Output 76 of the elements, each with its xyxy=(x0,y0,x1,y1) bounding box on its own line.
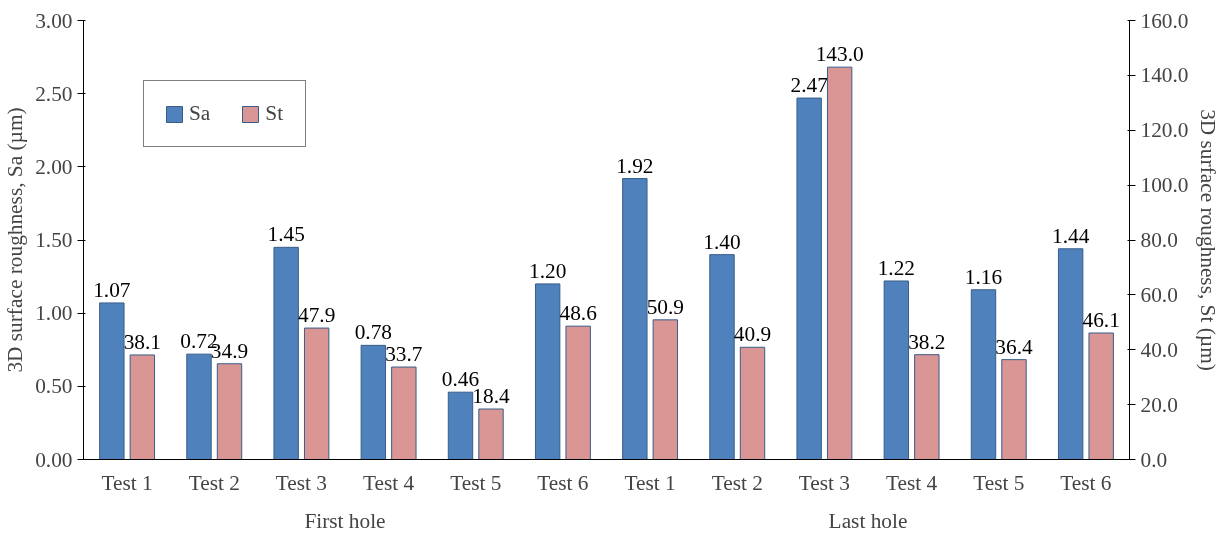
x-tick-label: Test 1 xyxy=(101,470,153,495)
y-tick-label: 1.50 xyxy=(35,228,73,252)
bar xyxy=(360,344,387,460)
bar xyxy=(303,327,330,460)
x-tick-label: Test 4 xyxy=(885,470,938,495)
data-label: 1.92 xyxy=(616,153,654,178)
y-tick-label: 1.00 xyxy=(35,301,73,326)
data-label: 1.45 xyxy=(267,222,305,247)
bar xyxy=(1057,248,1084,460)
data-label: 1.22 xyxy=(877,255,915,280)
bar xyxy=(739,346,766,460)
data-label: 36.4 xyxy=(995,334,1033,359)
bar xyxy=(273,246,299,460)
bar xyxy=(883,280,910,460)
data-label: 38.2 xyxy=(908,329,946,354)
x-tick-label: Test 5 xyxy=(973,470,1025,495)
data-label: 1.16 xyxy=(964,264,1003,289)
bar xyxy=(565,325,591,460)
bar xyxy=(186,353,212,460)
y-tick-label: 2.00 xyxy=(35,154,73,179)
y2-tick-label: 40.0 xyxy=(1140,337,1178,362)
bar xyxy=(709,254,735,460)
bar xyxy=(796,97,822,460)
bar xyxy=(970,289,997,460)
y2-tick-label: 20.0 xyxy=(1140,392,1178,417)
x-tick-label: Test 6 xyxy=(1060,470,1112,495)
data-label: 48.6 xyxy=(559,301,598,326)
bar xyxy=(622,178,648,460)
data-label: 1.07 xyxy=(93,277,131,302)
data-label: 0.78 xyxy=(354,320,392,345)
data-label: 46.1 xyxy=(1082,308,1120,333)
y2-axis-title: 3D surface roughness, St (µm) xyxy=(1196,109,1221,371)
data-label: 33.7 xyxy=(385,342,423,367)
y-tick-label: 0.50 xyxy=(35,374,73,399)
x-tick-label: Test 3 xyxy=(275,470,328,495)
bar xyxy=(914,354,940,460)
bar xyxy=(391,366,417,460)
y2-tick-label: 140.0 xyxy=(1140,63,1189,88)
x-tick-label: Test 1 xyxy=(624,470,676,495)
x-tick-label: Test 5 xyxy=(450,470,502,495)
bar xyxy=(478,408,504,460)
data-label: 2.47 xyxy=(790,73,829,98)
data-label: 1.40 xyxy=(703,229,741,254)
bar xyxy=(652,319,679,460)
y2-tick-label: 60.0 xyxy=(1140,282,1178,307)
bar xyxy=(216,363,243,460)
x-tick-label: Test 3 xyxy=(798,470,851,495)
bar xyxy=(1001,359,1027,460)
data-label: 1.20 xyxy=(529,258,567,283)
bar xyxy=(826,66,853,460)
y-tick-label: 0.00 xyxy=(35,447,73,472)
y2-tick-label: 0.0 xyxy=(1140,447,1168,472)
text: First hole xyxy=(304,508,386,533)
bar xyxy=(534,283,561,460)
x-tick-label: Test 6 xyxy=(537,470,589,495)
y2-tick-label: 120.0 xyxy=(1140,118,1189,143)
data-label: 1.44 xyxy=(1052,223,1090,248)
bar xyxy=(99,302,125,460)
y2-tick-label: 100.0 xyxy=(1140,173,1189,198)
x-tick-label: Test 4 xyxy=(362,470,415,495)
data-label: 143.0 xyxy=(815,42,864,67)
y-tick-label: 3.00 xyxy=(35,8,73,33)
x-tick-label: Test 2 xyxy=(188,470,240,495)
y2-tick-label: 80.0 xyxy=(1140,228,1178,252)
y-axis-title: 3D surface roughness, Sa (µm) xyxy=(3,107,28,373)
legend-label: Sa xyxy=(189,101,211,126)
data-label: 38.1 xyxy=(123,329,161,354)
legend-label: St xyxy=(265,101,285,126)
bar xyxy=(129,354,156,460)
bar xyxy=(447,391,474,460)
data-label: 50.9 xyxy=(646,294,684,319)
bar xyxy=(1088,332,1114,460)
x-tick-label: Test 2 xyxy=(711,470,763,495)
text: Last hole xyxy=(828,508,908,533)
y2-tick-label: 160.0 xyxy=(1140,8,1189,33)
y-tick-label: 2.50 xyxy=(35,81,73,106)
